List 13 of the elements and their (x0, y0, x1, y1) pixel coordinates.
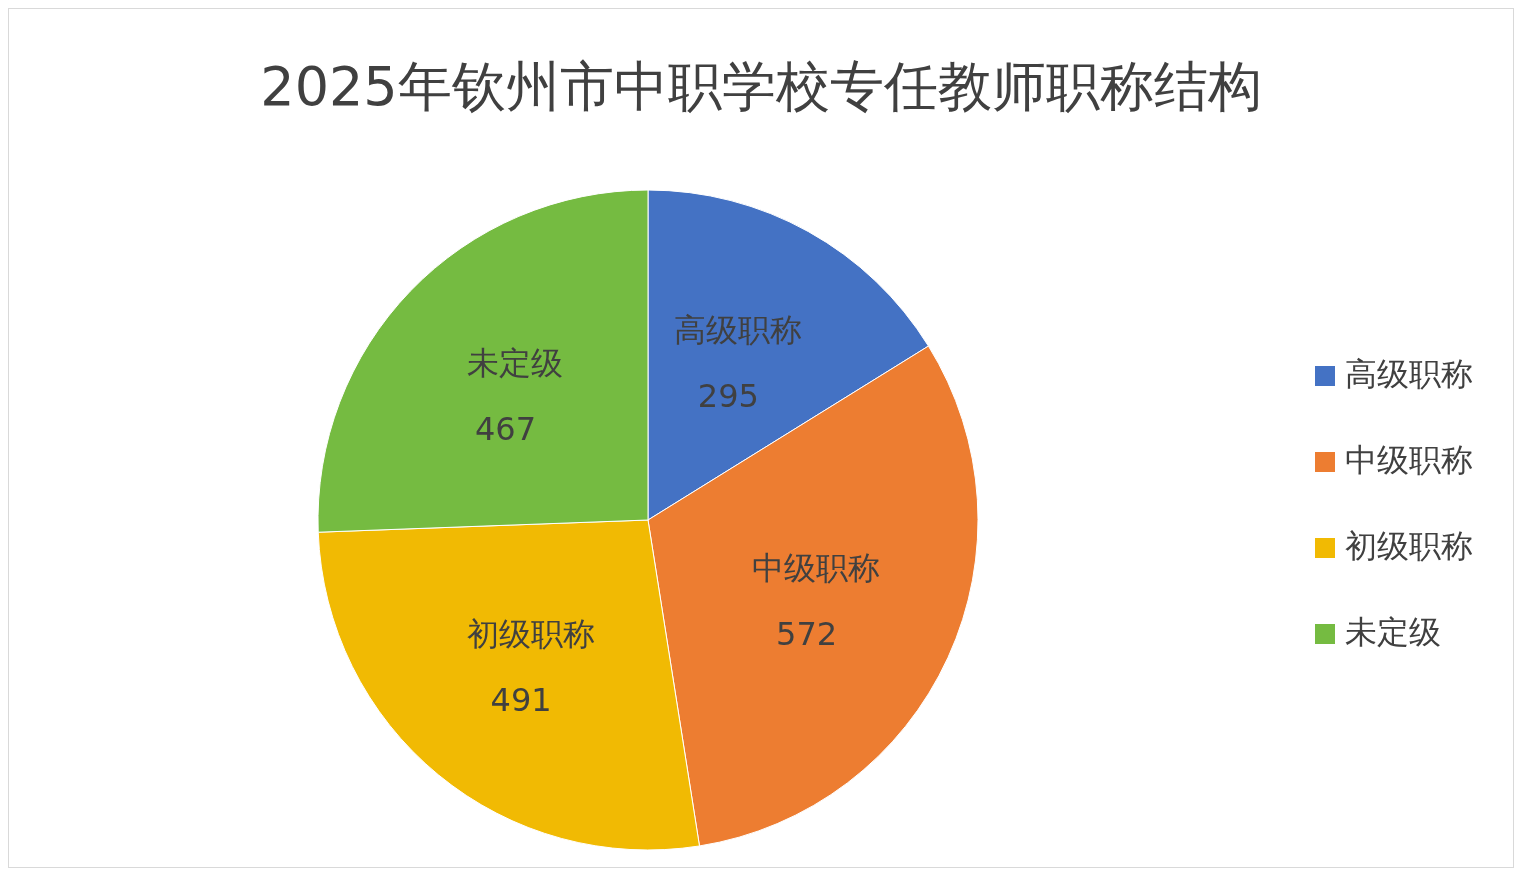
slice-label: 高级职称 (673, 310, 802, 349)
data-label: 491 (490, 680, 552, 719)
chart-title: 2025年钦州市中职学校专任教师职称结构 (259, 54, 1263, 120)
data-label: 467 (474, 409, 537, 448)
legend-label: 初级职称 (1345, 527, 1473, 565)
legend-label: 未定级 (1345, 613, 1441, 651)
data-label: 572 (776, 614, 838, 653)
slice-label: 中级职称 (752, 548, 881, 587)
data-label: 295 (697, 376, 759, 415)
slice-label: 未定级 (466, 343, 563, 382)
legend-label: 高级职称 (1345, 355, 1473, 393)
slice-label: 初级职称 (466, 614, 595, 653)
legend-label: 中级职称 (1345, 441, 1473, 479)
